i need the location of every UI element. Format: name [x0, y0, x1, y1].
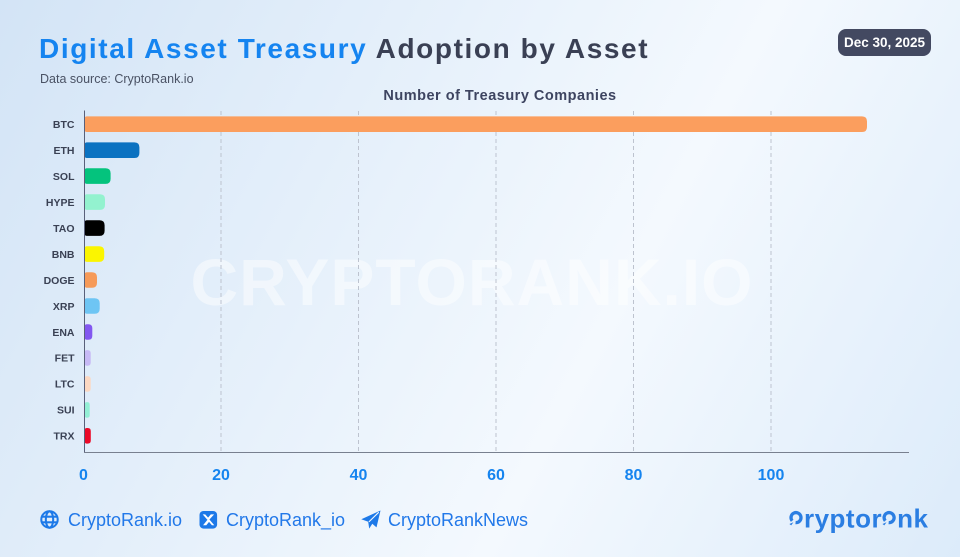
svg-text:HYPE: HYPE — [46, 197, 75, 209]
svg-text:TRX: TRX — [54, 431, 75, 443]
svg-text:LTC: LTC — [55, 379, 75, 391]
svg-text:60: 60 — [487, 467, 505, 484]
svg-text:SOL: SOL — [53, 171, 75, 183]
svg-text:80: 80 — [625, 467, 643, 484]
svg-text:SUI: SUI — [57, 405, 75, 417]
svg-text:ENA: ENA — [52, 327, 75, 339]
svg-text:20: 20 — [212, 467, 230, 484]
svg-text:XRP: XRP — [53, 301, 75, 313]
svg-text:DOGE: DOGE — [44, 275, 75, 287]
svg-text:cryptorank: cryptorank — [789, 504, 928, 534]
svg-text:TAO: TAO — [53, 223, 74, 235]
svg-text:40: 40 — [350, 467, 368, 484]
svg-text:BTC: BTC — [53, 119, 75, 131]
svg-text:100: 100 — [758, 467, 785, 484]
svg-text:BNB: BNB — [52, 249, 75, 261]
svg-text:FET: FET — [55, 353, 75, 365]
svg-text:0: 0 — [79, 467, 88, 484]
svg-text:ETH: ETH — [54, 145, 75, 157]
